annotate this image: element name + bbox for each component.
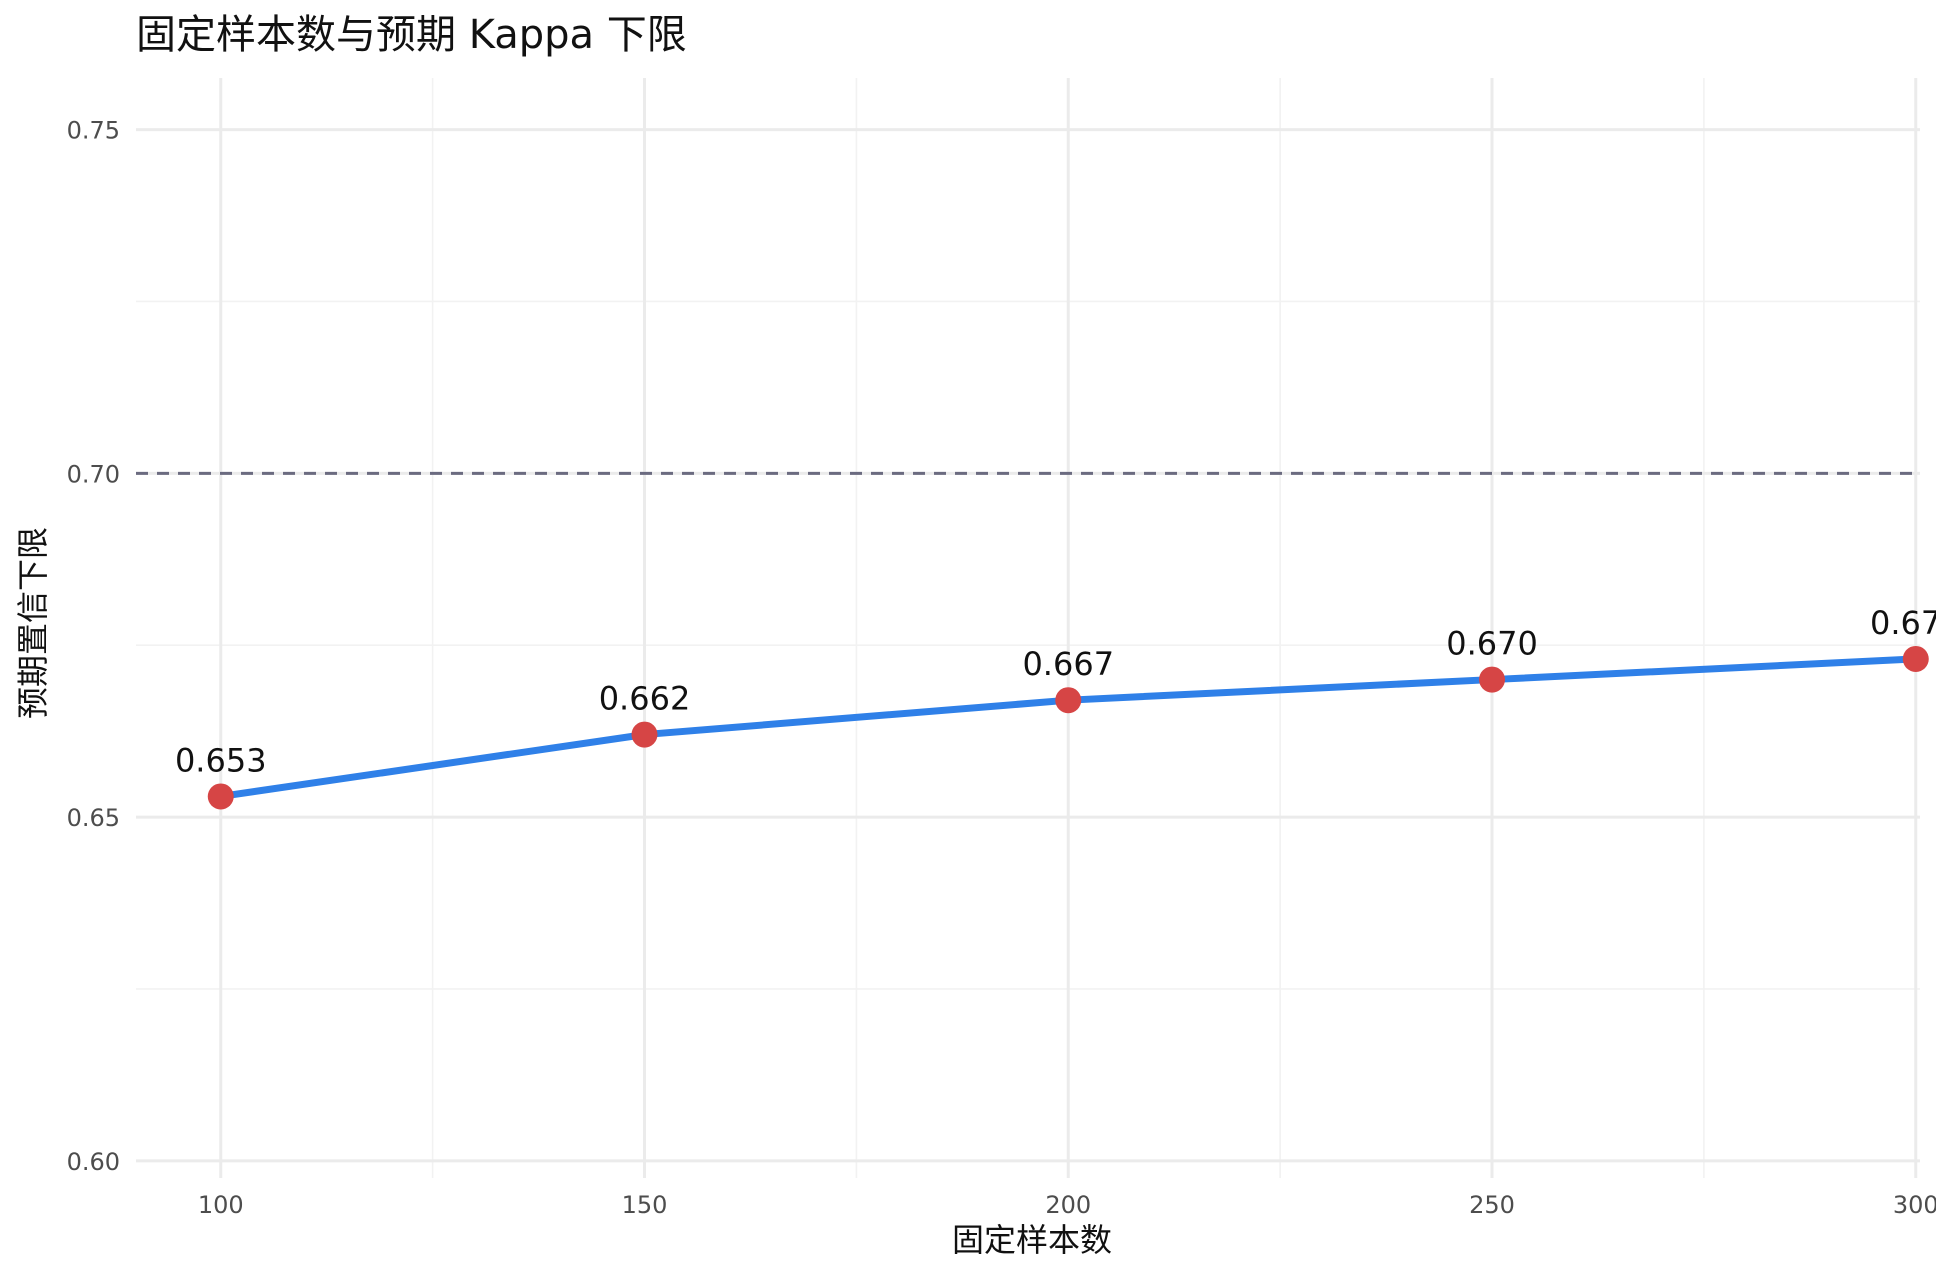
data-label: 0.667 [1022,645,1114,683]
y-tick-label: 0.60 [67,1148,120,1176]
y-tick-label: 0.70 [67,460,120,488]
x-tick-label: 200 [1045,1191,1091,1219]
data-label: 0.670 [1446,625,1538,663]
x-tick-label: 100 [198,1191,244,1219]
x-axis-ticks: 100 150 200 250 300 [198,1191,1936,1219]
y-tick-label: 0.65 [67,804,120,832]
y-tick-label: 0.75 [67,117,120,145]
y-axis-title: 预期置信下限 [14,527,52,719]
x-tick-label: 250 [1469,1191,1515,1219]
data-point [207,783,234,810]
data-point [1479,666,1506,693]
data-point [631,721,658,748]
x-tick-label: 300 [1893,1191,1936,1219]
data-point [1902,645,1929,672]
y-axis-ticks: 0.60 0.65 0.70 0.75 [67,117,120,1176]
data-label: 0.653 [175,741,267,779]
series-group [207,645,1929,810]
grid [136,78,1920,1178]
x-tick-label: 150 [622,1191,668,1219]
data-point [1055,687,1082,714]
x-axis-title: 固定样本数 [952,1221,1112,1259]
data-label: 0.662 [599,680,691,718]
chart-title: 固定样本数与预期 Kappa 下限 [136,12,687,58]
data-labels: 0.653 0.662 0.667 0.670 0.673 [175,604,1936,780]
data-label: 0.673 [1870,604,1936,642]
